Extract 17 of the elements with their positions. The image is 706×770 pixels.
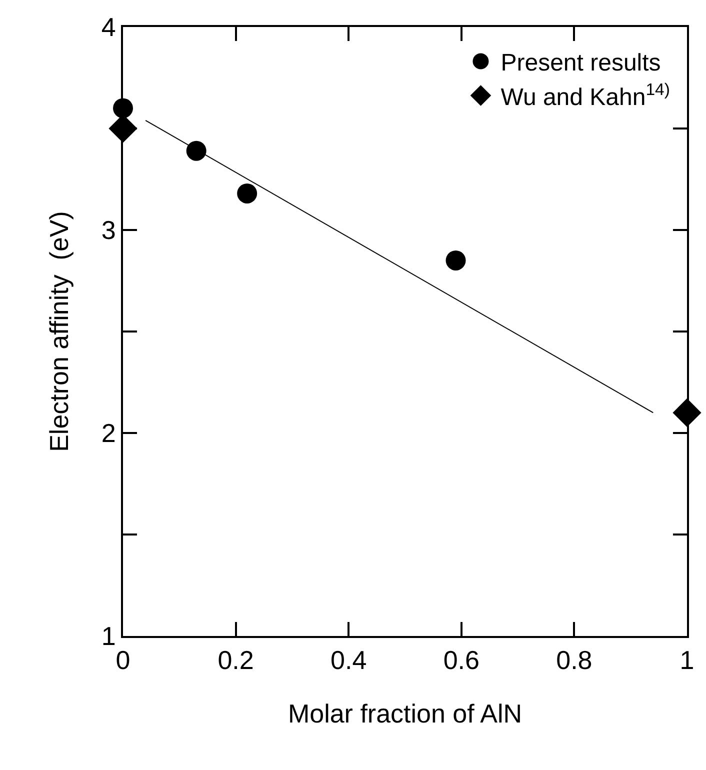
y-tick-label: 1 [101,621,116,652]
point [186,140,206,161]
x-tick-label: 0.4 [330,645,367,676]
x-tick-label: 0.2 [218,645,254,676]
y-axis-title: Electron affinity (eV) [44,211,74,452]
y-tick-label: 2 [101,418,116,448]
legend-label: Wu and Kahn$^{14)}$ [500,80,670,111]
y-tick-label: 3 [101,215,116,246]
legend-label: Present results [500,50,661,77]
y-tick-label: 4 [101,12,116,42]
x-tick-label: 1 [680,645,694,676]
point [446,250,466,270]
point [237,183,258,204]
x-axis-title: Molar fraction of AlN [288,698,522,728]
x-tick-label: 0.6 [443,645,480,676]
x-tick-label: 0 [116,645,130,676]
x-tick-label: 0.8 [556,645,592,676]
